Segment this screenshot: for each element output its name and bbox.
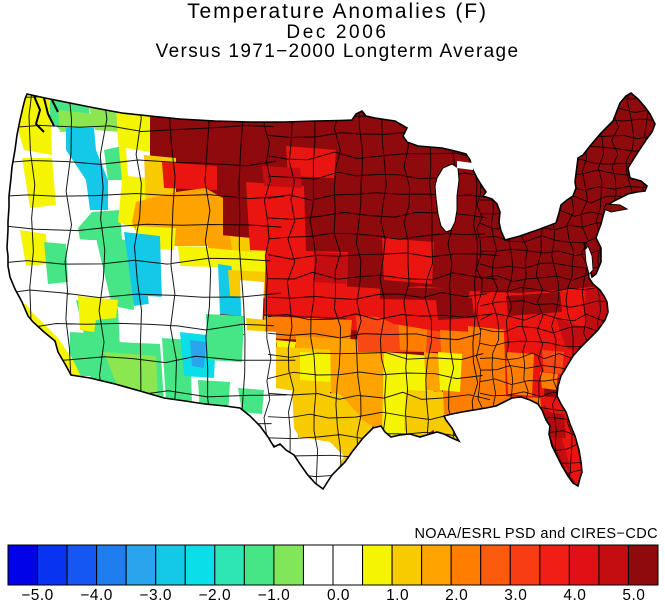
svg-text:−3.0: −3.0 (139, 587, 172, 600)
svg-text:−1.0: −1.0 (258, 587, 291, 600)
svg-text:NOAA/ESRL PSD and CIRES−CDC: NOAA/ESRL PSD and CIRES−CDC (414, 526, 658, 542)
svg-text:1.0: 1.0 (386, 587, 409, 600)
svg-text:5.0: 5.0 (622, 587, 645, 600)
svg-text:4.0: 4.0 (563, 587, 586, 600)
svg-text:3.0: 3.0 (504, 587, 527, 600)
svg-text:−2.0: −2.0 (198, 587, 231, 600)
svg-text:0.0: 0.0 (327, 587, 350, 600)
svg-text:2.0: 2.0 (445, 587, 468, 600)
svg-text:−4.0: −4.0 (80, 587, 113, 600)
svg-text:−5.0: −5.0 (21, 587, 54, 600)
